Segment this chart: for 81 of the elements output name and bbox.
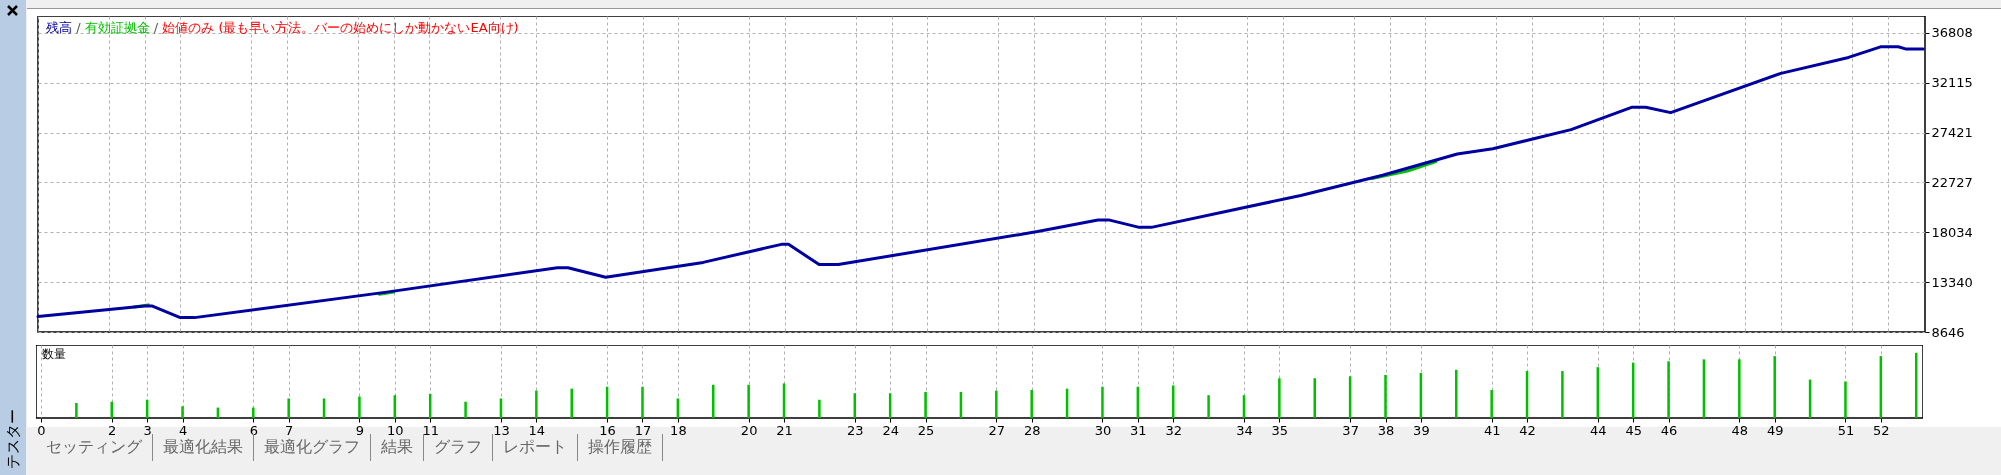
text: 有効証拠金 [84, 20, 150, 35]
bar [464, 401, 467, 418]
bar [287, 398, 290, 418]
text: 最適化グラフ [264, 437, 360, 456]
line-series [36, 45, 1925, 320]
y-tick-label: 32115 [1931, 75, 1973, 91]
x-tick-label: 35 [1271, 422, 1289, 438]
x-tick-label: 38 [1377, 422, 1395, 438]
bar [1490, 389, 1493, 418]
text: 最適化結果 [163, 437, 243, 456]
bar [1384, 374, 1387, 418]
x-tick-label: 37 [1342, 422, 1359, 438]
text: 結果 [371, 434, 424, 461]
x-tick-label: 3 [143, 422, 152, 438]
text: グラフ [424, 434, 493, 461]
y-tick-label: 13340 [1931, 274, 1973, 290]
x-tick-label: 49 [1766, 422, 1784, 438]
bar [924, 391, 927, 418]
bar [252, 407, 255, 418]
text: 残高 [46, 20, 72, 35]
annotation: / [153, 20, 159, 35]
bar [1773, 356, 1776, 418]
x-tick-label: 45 [1625, 422, 1642, 438]
x-tick-label: 46 [1660, 422, 1678, 438]
bar [1667, 361, 1670, 418]
x-tick-label: 52 [1873, 422, 1890, 438]
bar [1844, 381, 1847, 418]
bar [747, 384, 750, 418]
x-tick-label: 48 [1731, 422, 1749, 438]
x-tick-label: 28 [1023, 422, 1041, 438]
bar [75, 403, 78, 418]
bar [535, 390, 538, 418]
x-tick-label: 39 [1413, 422, 1430, 438]
bar [1455, 369, 1458, 418]
x-tick-label: 6 [249, 422, 258, 438]
bar [995, 390, 998, 418]
bar [1278, 378, 1281, 418]
bar [1030, 389, 1033, 418]
text: セッティング [46, 437, 142, 456]
bar [1561, 371, 1564, 418]
x-tick-label: 23 [847, 422, 864, 438]
x-tick-label: 42 [1519, 422, 1536, 438]
bar [1207, 395, 1210, 418]
text: レポート [493, 434, 578, 461]
x-tick-label: 32 [1165, 422, 1182, 438]
bar [1101, 386, 1104, 418]
x-tick-label: 2 [108, 422, 117, 438]
x-tick-label: 41 [1483, 422, 1501, 438]
y-tick-label: 8646 [1931, 324, 1965, 340]
annotation: / [76, 20, 82, 35]
x-tick-label: 44 [1590, 422, 1607, 438]
x-tick-label: 27 [988, 422, 1006, 438]
chart-subtitle: 始値のみ (最も早い方法。バーの始めにしか動かないEA向け) [162, 20, 519, 35]
x-tick-label: 0 [37, 422, 46, 438]
x-tick-label: 30 [1094, 422, 1112, 438]
x-tick-label: 31 [1130, 422, 1147, 438]
bar [1738, 359, 1741, 418]
x-tick-label: 20 [740, 422, 758, 438]
y-axis-title: 数量 [42, 347, 66, 361]
text: テスター [4, 409, 22, 469]
x-tick-label: 21 [776, 422, 793, 438]
x-tick-label: 9 [355, 422, 365, 438]
x-tick-label: 7 [285, 422, 294, 438]
bar [641, 386, 644, 418]
bar [358, 396, 361, 418]
x-tick-label: 24 [882, 422, 899, 438]
y-tick-label: 36808 [1931, 25, 1973, 41]
y-tick-label: 18034 [1931, 224, 1973, 240]
y-tick-label: 27421 [1931, 125, 1973, 141]
bar [181, 406, 184, 418]
x-tick-label: 25 [917, 422, 935, 438]
bar [818, 399, 821, 418]
bar [570, 388, 573, 418]
text: 操作履歴 [578, 434, 663, 461]
bar [1313, 378, 1316, 418]
y-tick-label: 22727 [1931, 174, 1973, 190]
x-tick-label: 51 [1837, 422, 1855, 438]
x-tick-label: 4 [178, 422, 188, 438]
bar [712, 384, 715, 418]
x-tick-label: 18 [670, 422, 687, 438]
x-tick-label: 34 [1236, 422, 1253, 438]
